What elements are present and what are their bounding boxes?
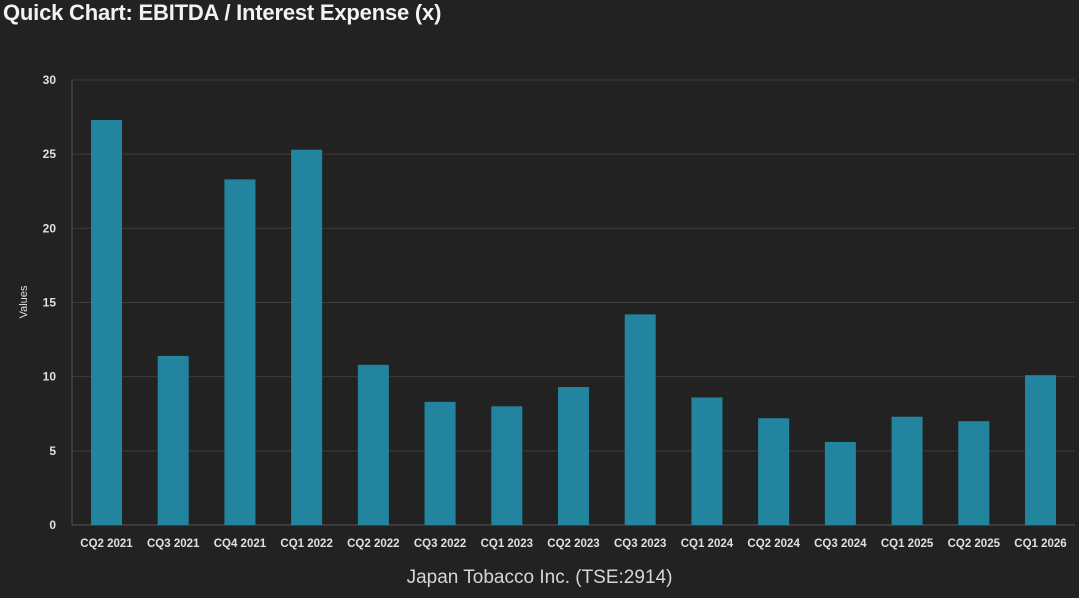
- y-tick-label: 25: [43, 147, 57, 161]
- x-tick-label: CQ1 2023: [481, 538, 533, 550]
- y-tick-label: 0: [49, 518, 56, 532]
- y-axis-tick-labels: 0 5 10 15 20 25 30: [43, 73, 57, 532]
- bar: [224, 179, 256, 525]
- x-tick-label: CQ3 2022: [414, 538, 466, 550]
- y-tick-label: 20: [43, 221, 57, 235]
- x-tick-label: CQ3 2024: [814, 538, 867, 550]
- bar: [357, 364, 389, 525]
- bar: [424, 401, 456, 525]
- bar: [491, 406, 523, 525]
- y-tick-label: 5: [49, 444, 56, 458]
- bar: [691, 397, 723, 525]
- y-tick-label: 10: [43, 370, 57, 384]
- y-tick-label: 30: [43, 73, 57, 87]
- x-tick-label: CQ2 2025: [948, 538, 1001, 550]
- bar: [91, 120, 122, 526]
- x-tick-label: CQ1 2022: [280, 538, 332, 550]
- x-tick-label: CQ2 2024: [747, 538, 800, 550]
- x-tick-label: CQ3 2023: [614, 538, 666, 550]
- x-tick-label: CQ2 2023: [547, 538, 599, 550]
- bar: [958, 421, 990, 525]
- x-tick-label: CQ2 2022: [347, 538, 399, 550]
- x-tick-label: CQ1 2025: [881, 538, 934, 550]
- bar: [1025, 375, 1056, 525]
- chart-title: Quick Chart: EBITDA / Interest Expense (…: [3, 0, 442, 25]
- y-tick-label: 15: [43, 296, 57, 310]
- x-tick-label: CQ2 2021: [80, 538, 133, 550]
- x-tick-label: CQ1 2026: [1014, 538, 1066, 550]
- y-axis-label: Values: [18, 285, 30, 318]
- x-tick-label: CQ4 2021: [214, 538, 267, 550]
- bar: [891, 416, 923, 525]
- company-caption: Japan Tobacco Inc. (TSE:2914): [406, 567, 673, 588]
- bar: [157, 355, 189, 525]
- bar: [824, 441, 856, 525]
- x-tick-label: CQ3 2021: [147, 538, 200, 550]
- x-tick-label: CQ1 2024: [681, 538, 734, 550]
- bar: [558, 387, 589, 525]
- bar: [758, 418, 790, 525]
- x-axis-tick-labels: CQ2 2021 CQ3 2021 CQ4 2021 CQ1 2022 CQ2 2022…: [80, 538, 1066, 550]
- bar: [291, 149, 323, 525]
- bar: [624, 314, 656, 525]
- bars: [91, 120, 1056, 526]
